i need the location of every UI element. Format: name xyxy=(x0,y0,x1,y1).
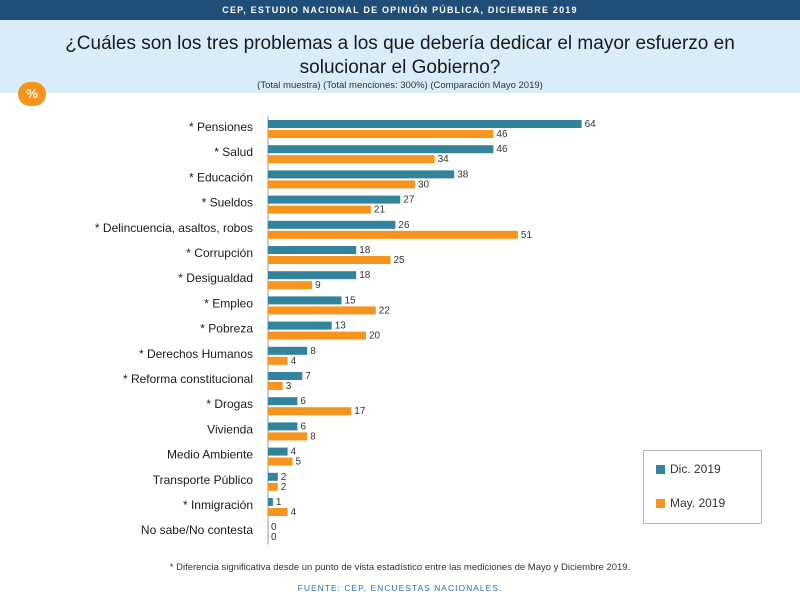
bar-value-label: 1 xyxy=(276,497,282,508)
bar-value-label: 26 xyxy=(398,220,410,231)
legend-swatch-may xyxy=(656,498,665,508)
bar-may-2019 xyxy=(268,205,371,214)
category-label: * Pobreza xyxy=(200,322,253,336)
bar-may-2019 xyxy=(268,180,415,189)
report-banner: CEP, ESTUDIO NACIONAL DE OPINIÓN PÚBLICA… xyxy=(0,0,800,20)
bar-value-label: 0 xyxy=(271,532,277,543)
bar-value-label: 7 xyxy=(305,371,311,382)
category-label: * Corrupción xyxy=(186,246,253,260)
bar-may-2019 xyxy=(268,508,288,516)
bar-dec-2019 xyxy=(268,195,401,204)
bar-may-2019 xyxy=(268,230,518,239)
bar-may-2019 xyxy=(268,130,494,138)
category-label: No sabe/No contesta xyxy=(141,523,253,537)
legend-item-dec: Dic. 2019 xyxy=(656,462,721,476)
percent-badge-icon: % xyxy=(18,82,46,106)
legend-item-may: May. 2019 xyxy=(656,496,725,510)
bar-value-label: 25 xyxy=(394,255,406,266)
category-label: * Inmigración xyxy=(183,498,253,512)
bar-value-label: 4 xyxy=(291,356,297,367)
category-label: * Pensiones xyxy=(189,120,253,134)
bar-value-label: 22 xyxy=(379,305,391,316)
bar-may-2019 xyxy=(268,356,288,365)
bar-value-label: 17 xyxy=(354,406,366,417)
bar-value-label: 5 xyxy=(296,457,302,468)
legend-label-dec: Dic. 2019 xyxy=(670,462,721,476)
bar-dec-2019 xyxy=(268,321,332,330)
footnote: * Diferencia significativa desde un punt… xyxy=(169,562,631,573)
bar-may-2019 xyxy=(268,155,435,164)
bar-value-label: 64 xyxy=(585,119,597,130)
bar-may-2019 xyxy=(268,382,283,390)
bar-value-label: 2 xyxy=(281,482,287,493)
category-label: Transporte Público xyxy=(153,473,254,487)
bar-dec-2019 xyxy=(268,472,278,481)
bar-value-label: 13 xyxy=(335,321,347,332)
bar-may-2019 xyxy=(268,432,308,441)
bar-value-label: 18 xyxy=(359,245,371,256)
bar-may-2019 xyxy=(268,457,293,466)
chart-legend: Dic. 2019 May. 2019 xyxy=(643,450,762,524)
chart-subtitle: (Total muestra) (Total menciones: 300%) … xyxy=(257,80,543,91)
bar-value-label: 8 xyxy=(310,431,316,442)
chart-title: ¿Cuáles son los tres problemas a los que… xyxy=(65,33,735,78)
bar-dec-2019 xyxy=(268,271,357,280)
bar-dec-2019 xyxy=(268,498,273,506)
bar-value-label: 6 xyxy=(300,421,306,432)
bar-value-label: 51 xyxy=(521,230,533,241)
bar-value-label: 3 xyxy=(286,381,292,392)
bar-value-label: 21 xyxy=(374,205,386,216)
category-label: * Drogas xyxy=(206,397,253,411)
category-label: * Empleo xyxy=(204,296,253,310)
title-panel xyxy=(0,20,800,93)
bar-may-2019 xyxy=(268,407,352,416)
bar-dec-2019 xyxy=(268,220,396,229)
category-label: Medio Ambiente xyxy=(167,448,253,462)
category-label: * Desigualdad xyxy=(178,271,253,285)
category-label: * Reforma constitucional xyxy=(123,372,253,386)
bar-value-label: 4 xyxy=(291,447,297,458)
category-label: * Sueldos xyxy=(202,196,253,210)
bar-dec-2019 xyxy=(268,145,494,154)
bar-value-label: 15 xyxy=(345,295,357,306)
category-label: * Educación xyxy=(189,170,253,184)
bar-dec-2019 xyxy=(268,397,298,406)
bar-value-label: 2 xyxy=(281,472,287,483)
bar-may-2019 xyxy=(268,306,376,315)
category-label: * Derechos Humanos xyxy=(139,347,253,361)
category-label: Vivienda xyxy=(207,422,253,436)
bar-value-label: 30 xyxy=(418,179,430,190)
legend-swatch-dec xyxy=(656,464,665,474)
bar-value-label: 4 xyxy=(291,507,297,518)
bar-may-2019 xyxy=(268,482,278,491)
bar-value-label: 6 xyxy=(300,396,306,407)
bar-dec-2019 xyxy=(268,346,308,355)
bar-value-label: 46 xyxy=(496,129,508,140)
bar-may-2019 xyxy=(268,281,313,290)
bar-may-2019 xyxy=(268,331,366,340)
bar-value-label: 0 xyxy=(271,522,277,533)
bar-dec-2019 xyxy=(268,296,342,305)
bar-value-label: 34 xyxy=(438,154,450,165)
source-line: FUENTE: CEP, ENCUESTAS NACIONALES. xyxy=(297,583,503,593)
bar-dec-2019 xyxy=(268,447,288,456)
bar-dec-2019 xyxy=(268,422,298,431)
bar-value-label: 27 xyxy=(403,195,415,206)
bar-dec-2019 xyxy=(268,372,303,380)
bar-value-label: 9 xyxy=(315,280,321,291)
bar-dec-2019 xyxy=(268,246,357,254)
bar-may-2019 xyxy=(268,256,391,264)
bar-dec-2019 xyxy=(268,120,582,128)
category-label: * Salud xyxy=(214,145,253,159)
bar-value-label: 8 xyxy=(310,346,316,357)
legend-label-may: May. 2019 xyxy=(670,496,726,510)
bar-value-label: 20 xyxy=(369,331,381,342)
bar-value-label: 18 xyxy=(359,270,371,281)
category-label: * Delincuencia, asaltos, robos xyxy=(95,221,253,235)
bar-dec-2019 xyxy=(268,170,455,179)
bar-value-label: 38 xyxy=(457,169,469,180)
bar-value-label: 46 xyxy=(496,144,508,155)
